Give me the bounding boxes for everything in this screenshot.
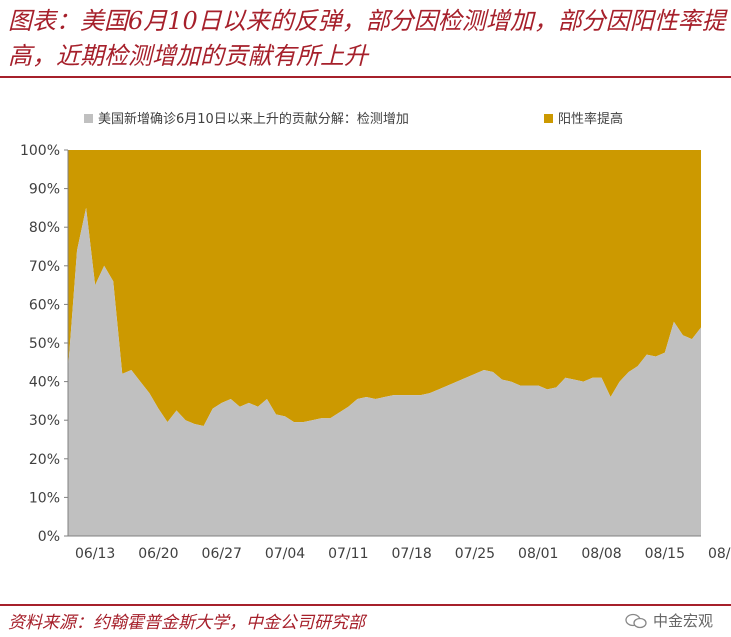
legend: 美国新增确诊6月10日以来上升的贡献分解：检测增加 阳性率提高 xyxy=(84,111,623,127)
x-tick-label: 08/08 xyxy=(581,546,621,562)
x-tick-label: 07/25 xyxy=(455,546,495,562)
x-tick-label: 06/27 xyxy=(202,546,242,562)
chart-title: 图表：美国6月10日以来的反弹，部分因检测增加，部分因阳性率提高，近期检测增加的… xyxy=(8,7,726,70)
y-tick-label: 40% xyxy=(29,375,60,391)
source-divider xyxy=(0,604,731,606)
y-tick-label: 30% xyxy=(29,413,60,429)
title-divider xyxy=(0,76,731,78)
area-testing xyxy=(68,207,701,536)
legend-label-testing: 美国新增确诊6月10日以来上升的贡献分解：检测增加 xyxy=(98,111,409,127)
y-tick-label: 0% xyxy=(38,529,60,545)
y-tick-label: 80% xyxy=(29,220,60,236)
x-tick-label: 08/15 xyxy=(645,546,685,562)
legend-swatch-testing xyxy=(84,114,93,123)
legend-label-positivity: 阳性率提高 xyxy=(558,111,623,127)
y-tick-label: 90% xyxy=(29,182,60,198)
area-positivity xyxy=(68,150,701,426)
watermark-text: 中金宏观 xyxy=(652,612,713,630)
y-tick-label: 70% xyxy=(29,259,60,275)
source-note: 资料来源：约翰霍普金斯大学，中金公司研究部 xyxy=(8,613,365,633)
x-tick-label: 08/01 xyxy=(518,546,558,562)
y-tick-label: 50% xyxy=(29,336,60,352)
x-tick-label: 07/04 xyxy=(265,546,305,562)
x-tick-label: 06/13 xyxy=(75,546,115,562)
stacked-area-chart: 美国新增确诊6月10日以来上升的贡献分解：检测增加 阳性率提高 0% 10% 20%… xyxy=(20,111,731,562)
y-tick-label: 10% xyxy=(29,490,60,506)
x-tick-label: 07/18 xyxy=(391,546,431,562)
watermark: 中金宏观 xyxy=(625,610,713,631)
y-tick-label: 60% xyxy=(29,297,60,313)
x-tick-label: 08/22 xyxy=(708,546,731,562)
x-tick-label: 06/20 xyxy=(138,546,178,562)
x-tick-label: 07/11 xyxy=(328,546,368,562)
y-tick-label: 20% xyxy=(29,452,60,468)
wechat-icon xyxy=(625,613,647,628)
legend-swatch-positivity xyxy=(544,114,553,123)
y-tick-label: 100% xyxy=(20,143,60,159)
